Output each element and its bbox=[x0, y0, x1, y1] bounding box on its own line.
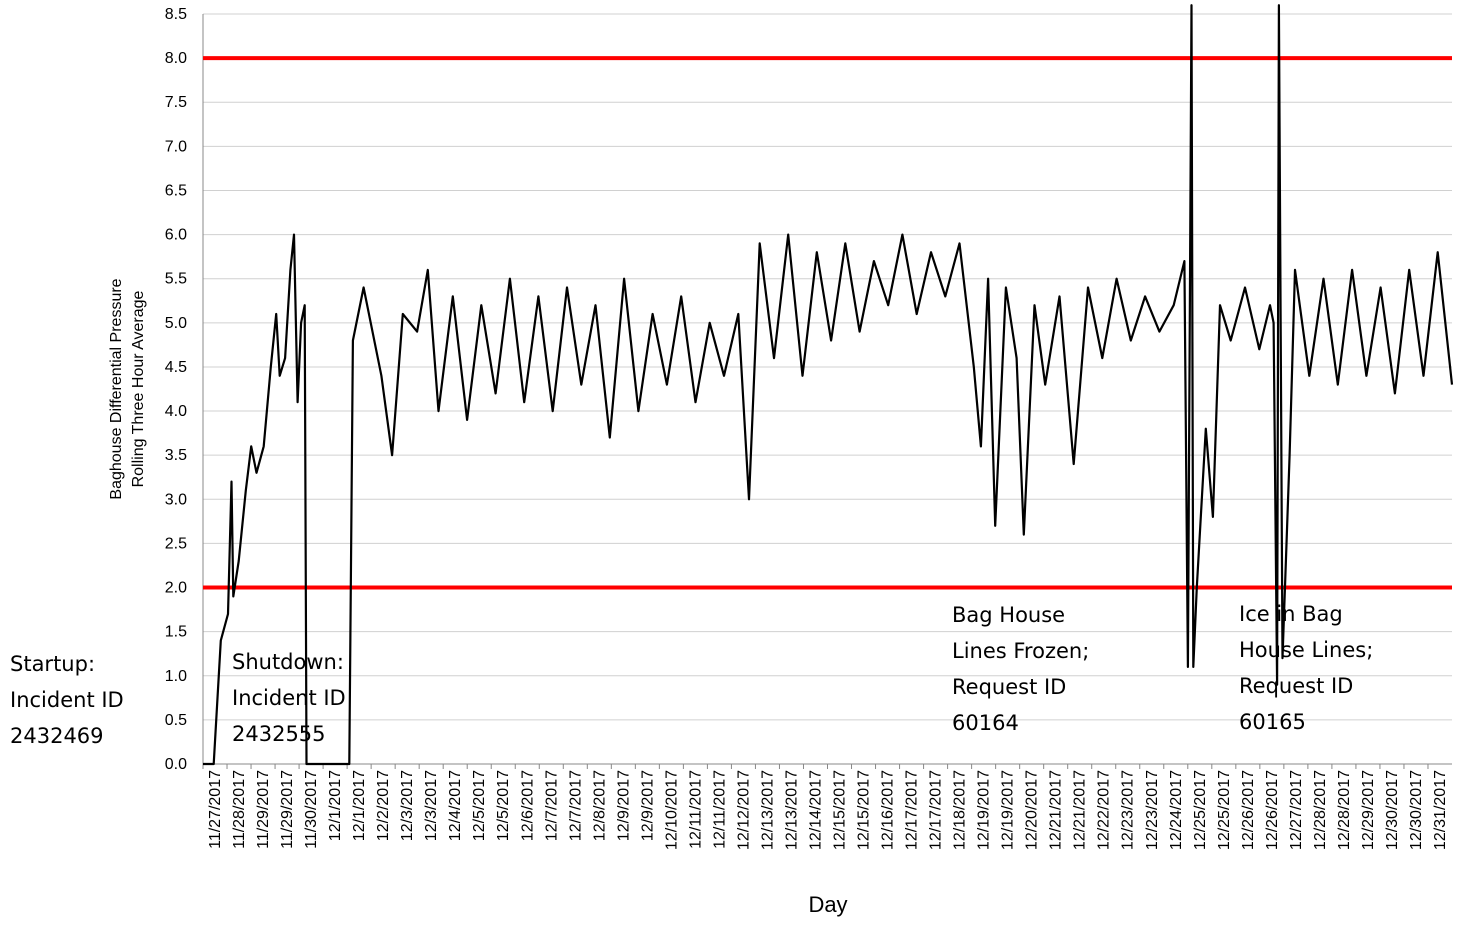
x-tick-label: 12/28/2017 bbox=[1336, 770, 1353, 850]
annotation-text: 60165 bbox=[1239, 710, 1306, 734]
y-tick-label: 7.0 bbox=[165, 138, 187, 155]
x-tick-label: 12/11/2017 bbox=[711, 770, 728, 849]
y-tick-label: 4.0 bbox=[165, 403, 187, 420]
x-tick-label: 12/31/2017 bbox=[1432, 770, 1449, 850]
x-tick-label: 12/16/2017 bbox=[880, 770, 897, 850]
x-tick-label: 12/5/2017 bbox=[471, 770, 488, 841]
x-tick-label: 12/7/2017 bbox=[543, 770, 560, 841]
x-tick-label: 12/26/2017 bbox=[1264, 770, 1281, 850]
x-tick-label: 12/7/2017 bbox=[567, 770, 584, 841]
x-tick-label: 12/5/2017 bbox=[495, 770, 512, 841]
x-tick-label: 12/28/2017 bbox=[1312, 770, 1329, 850]
y-axis-title-line-1: Baghouse Differential Pressure bbox=[108, 278, 125, 499]
y-tick-label: 5.0 bbox=[165, 315, 187, 332]
annotation-text: Bag House bbox=[952, 603, 1065, 627]
x-tick-label: 12/3/2017 bbox=[423, 770, 440, 841]
x-tick-label: 12/20/2017 bbox=[1024, 770, 1041, 850]
x-tick-label: 12/3/2017 bbox=[399, 770, 416, 841]
x-tick-label: 12/15/2017 bbox=[832, 770, 849, 850]
x-tick-label: 12/1/2017 bbox=[327, 770, 344, 841]
annotation-text: 2432555 bbox=[232, 722, 326, 746]
y-tick-label: 8.5 bbox=[165, 6, 187, 23]
y-tick-label: 1.5 bbox=[165, 624, 187, 641]
y-tick-label: 1.0 bbox=[165, 668, 187, 685]
x-tick-label: 12/27/2017 bbox=[1288, 770, 1305, 850]
annotation-text: Incident ID bbox=[232, 686, 346, 710]
annotation-text: 60164 bbox=[952, 711, 1019, 735]
x-tick-label: 12/25/2017 bbox=[1192, 770, 1209, 850]
annotation-text: Request ID bbox=[952, 675, 1066, 699]
y-axis-title-line-2: Rolling Three Hour Average bbox=[130, 290, 147, 487]
x-tick-label: 11/29/2017 bbox=[255, 770, 272, 849]
x-tick-label: 12/22/2017 bbox=[1096, 770, 1113, 850]
annotation-text: Incident ID bbox=[10, 688, 124, 712]
y-tick-label: 2.5 bbox=[165, 535, 187, 552]
y-tick-label: 8.0 bbox=[165, 50, 187, 67]
annotations: Startup: Incident ID 2432469 Shutdown: Incid… bbox=[10, 602, 1373, 748]
x-tick-label: 12/23/2017 bbox=[1144, 770, 1161, 850]
limit-lines bbox=[203, 56, 1452, 590]
annotation-text: Shutdown: bbox=[232, 650, 344, 674]
x-tick-label: 12/6/2017 bbox=[519, 770, 536, 841]
x-tick-label: 12/14/2017 bbox=[807, 770, 824, 850]
y-tick-label: 4.5 bbox=[165, 359, 187, 376]
x-tick-label: 12/25/2017 bbox=[1216, 770, 1233, 850]
x-tick-label: 12/2/2017 bbox=[375, 770, 392, 841]
y-tick-label: 6.5 bbox=[165, 182, 187, 199]
x-tick-label: 12/19/2017 bbox=[1000, 770, 1017, 850]
y-tick-label: 3.5 bbox=[165, 447, 187, 464]
annotation-text: Startup: bbox=[10, 652, 95, 676]
x-tick-label: 12/23/2017 bbox=[1120, 770, 1137, 850]
x-tick-label: 11/27/2017 bbox=[207, 770, 224, 849]
x-tick-label: 12/21/2017 bbox=[1072, 770, 1089, 850]
x-axis-title: Day bbox=[808, 892, 847, 917]
x-tick-label: 12/18/2017 bbox=[952, 770, 969, 850]
x-tick-label: 11/30/2017 bbox=[303, 770, 320, 849]
x-tick-label: 12/29/2017 bbox=[1360, 770, 1377, 850]
x-tick-label: 12/1/2017 bbox=[351, 770, 368, 841]
y-tick-label: 3.0 bbox=[165, 491, 187, 508]
x-tick-label: 12/17/2017 bbox=[904, 770, 921, 850]
y-axis-ticks: 0.0 0.5 1.0 1.5 2.0 2.5 3.0 3.5 4.0 4.5 5.0 5.5 6.0 6… bbox=[165, 6, 187, 773]
x-tick-label: 12/11/2017 bbox=[687, 770, 704, 849]
x-tick-label: 12/13/2017 bbox=[759, 770, 776, 850]
x-tick-label: 11/29/2017 bbox=[279, 770, 296, 849]
x-tick-label: 12/12/2017 bbox=[735, 770, 752, 850]
x-tick-label: 12/4/2017 bbox=[447, 770, 464, 841]
y-tick-label: 0.0 bbox=[165, 756, 187, 773]
annotation-text: Request ID bbox=[1239, 674, 1353, 698]
y-tick-label: 6.0 bbox=[165, 227, 187, 244]
x-tick-label: 12/13/2017 bbox=[783, 770, 800, 850]
x-tick-label: 12/9/2017 bbox=[615, 770, 632, 841]
data-series bbox=[203, 4, 1454, 766]
x-tick-label: 11/28/2017 bbox=[231, 770, 248, 849]
x-tick-label: 12/26/2017 bbox=[1240, 770, 1257, 850]
y-tick-label: 2.0 bbox=[165, 580, 187, 597]
y-tick-label: 5.5 bbox=[165, 271, 187, 288]
y-tick-label: 0.5 bbox=[165, 712, 187, 729]
annotation-text: Lines Frozen; bbox=[952, 639, 1089, 663]
series-line bbox=[203, 4, 1454, 766]
x-axis-ticks: 11/27/2017 11/28/2017 11/29/2017 11/29/2017… bbox=[202, 764, 1449, 850]
annotation-text: House Lines; bbox=[1239, 638, 1373, 662]
x-tick-label: 12/17/2017 bbox=[928, 770, 945, 850]
x-tick-label: 12/10/2017 bbox=[663, 770, 680, 850]
x-tick-label: 12/30/2017 bbox=[1384, 770, 1401, 850]
y-tick-label: 7.5 bbox=[165, 94, 187, 111]
x-tick-label: 12/30/2017 bbox=[1408, 770, 1425, 850]
x-tick-label: 12/24/2017 bbox=[1168, 770, 1185, 850]
x-tick-label: 12/8/2017 bbox=[591, 770, 608, 841]
x-tick-label: 12/15/2017 bbox=[856, 770, 873, 850]
x-tick-label: 12/21/2017 bbox=[1048, 770, 1065, 850]
annotation-text: 2432469 bbox=[10, 724, 104, 748]
x-tick-label: 12/19/2017 bbox=[976, 770, 993, 850]
x-tick-label: 12/9/2017 bbox=[639, 770, 656, 841]
annotation-text: Ice in Bag bbox=[1239, 602, 1343, 626]
